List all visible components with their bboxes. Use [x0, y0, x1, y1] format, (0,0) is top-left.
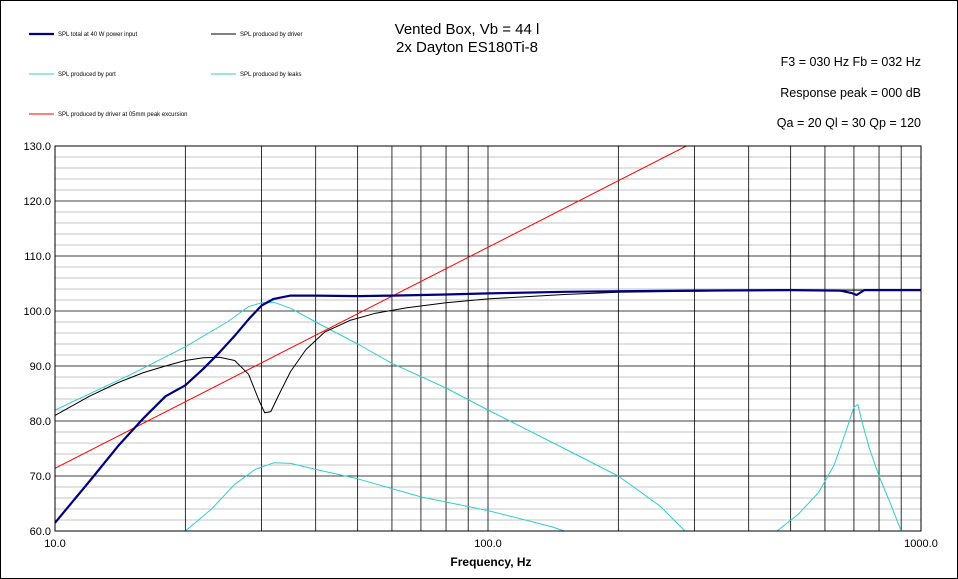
legend-label-driver: SPL produced by driver: [240, 32, 302, 38]
legend-label-excursion: SPL produced by driver at 05mm peak excu…: [58, 112, 188, 118]
y-tick-label: 110.0: [24, 251, 51, 263]
legend-label-leaks: SPL produced by leaks: [240, 72, 301, 78]
series-leaks-upper: [776, 404, 902, 531]
series-total: [55, 289, 921, 524]
legend-label-total: SPL total at 40 W power input: [58, 32, 137, 38]
chart-title-line-1: Vented Box, Vb = 44 l: [395, 21, 540, 38]
f3-fb-info: F3 = 030 Hz Fb = 032 Hz: [781, 55, 921, 69]
plot-border: [54, 145, 922, 532]
y-tick-label: 90.0: [30, 361, 51, 373]
y-tick-label: 80.0: [30, 416, 51, 428]
y-tick-label: 120.0: [23, 196, 51, 208]
x-tick-label: 10.0: [44, 538, 65, 550]
legend: SPL total at 40 W power input SPL produc…: [29, 32, 302, 118]
q-factors-info: Qa = 20 Ql = 30 Qp = 120: [777, 116, 921, 130]
y-tick-label: 70.0: [30, 471, 51, 483]
chart-title-line-2: 2x Dayton ES180Ti-8: [396, 39, 538, 56]
y-tick-label: 60.0: [30, 526, 51, 538]
plot-area: 60.0 70.0 80.0 90.0 100.0 110.0 120.0 130.0 10.0…: [23, 141, 937, 550]
y-tick-label: 100.0: [23, 306, 51, 318]
x-axis-label: Frequency, Hz: [450, 555, 531, 569]
series-port: [55, 301, 686, 531]
series-group: [55, 146, 921, 531]
y-tick-label: 130.0: [23, 141, 51, 153]
x-tick-label: 1000.0: [904, 538, 938, 550]
series-leaks: [184, 462, 565, 531]
response-peak-info: Response peak = 000 dB: [780, 86, 921, 100]
series-driver: [55, 289, 921, 416]
legend-label-port: SPL produced by port: [58, 72, 116, 78]
x-tick-label: 100.0: [474, 538, 502, 550]
series-excursion: [55, 146, 687, 469]
